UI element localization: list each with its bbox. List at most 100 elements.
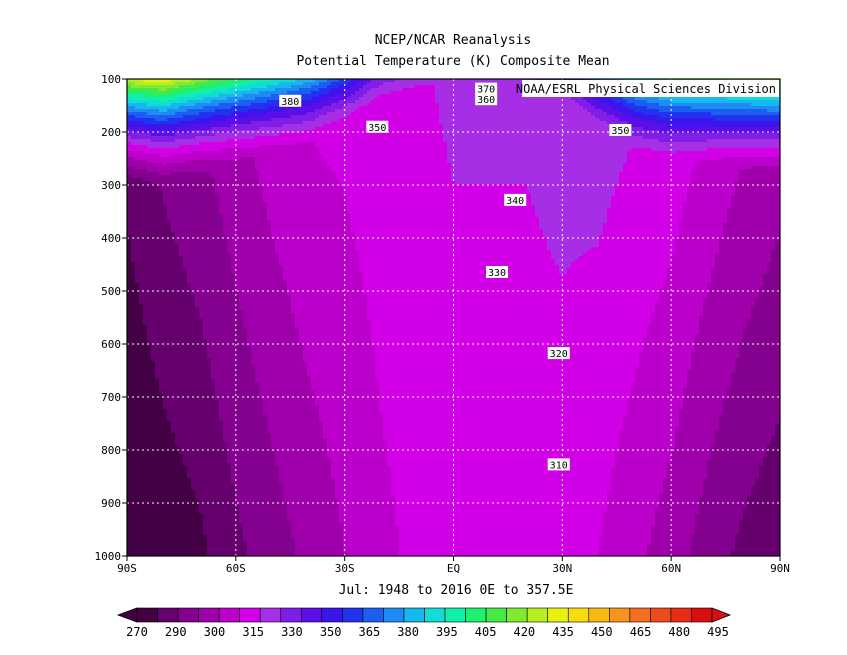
- field-cell: [243, 133, 248, 137]
- field-cell: [235, 121, 240, 125]
- field-cell: [603, 127, 608, 131]
- field-cell: [403, 109, 408, 113]
- field-cell: [519, 106, 524, 110]
- field-cell: [351, 136, 356, 140]
- field-cell: [775, 109, 780, 113]
- field-cell: [459, 112, 464, 116]
- field-cell: [655, 115, 660, 119]
- field-cell: [599, 100, 604, 104]
- field-cell: [631, 127, 636, 131]
- field-cell: [583, 115, 588, 119]
- field-cell: [427, 88, 432, 92]
- field-cell: [539, 130, 544, 134]
- field-cell: [523, 115, 528, 119]
- field-cell: [351, 121, 356, 125]
- field-cell: [491, 115, 496, 119]
- field-cell: [595, 112, 600, 116]
- field-cell: [383, 133, 388, 137]
- field-cell: [235, 112, 240, 116]
- field-cell: [191, 115, 196, 119]
- field-cell: [243, 97, 248, 101]
- field-cell: [227, 88, 232, 92]
- field-cell: [603, 121, 608, 125]
- field-cell: [143, 100, 148, 104]
- field-cell: [347, 112, 352, 116]
- field-cell: [663, 136, 668, 140]
- field-cell: [535, 121, 540, 125]
- field-cell: [299, 112, 304, 116]
- field-cell: [375, 112, 380, 116]
- field-cell: [519, 121, 524, 125]
- field-cell: [423, 112, 428, 116]
- field-cell: [411, 82, 416, 86]
- field-cell: [447, 130, 452, 134]
- field-cell: [603, 109, 608, 113]
- field-cell: [479, 106, 484, 110]
- field-cell: [211, 94, 216, 98]
- field-cell: [495, 133, 500, 137]
- field-cell: [319, 97, 324, 101]
- field-cell: [291, 124, 296, 128]
- field-cell: [603, 118, 608, 122]
- field-cell: [451, 91, 456, 95]
- field-cell: [343, 130, 348, 134]
- field-cell: [299, 127, 304, 131]
- field-cell: [747, 124, 752, 128]
- field-cell: [363, 79, 368, 83]
- field-cell: [639, 118, 644, 122]
- field-cell: [751, 136, 756, 140]
- field-cell: [211, 139, 216, 143]
- field-cell: [607, 97, 612, 101]
- field-cell: [163, 136, 168, 140]
- field-cell: [659, 124, 664, 128]
- field-cell: [159, 127, 164, 131]
- field-cell: [183, 85, 188, 89]
- field-cell: [387, 118, 392, 122]
- field-cell: [215, 112, 220, 116]
- field-cell: [635, 139, 640, 143]
- field-cell: [179, 79, 184, 83]
- field-cell: [647, 112, 652, 116]
- field-cell: [443, 118, 448, 122]
- field-cell: [131, 100, 136, 104]
- field-cell: [767, 112, 772, 116]
- field-cell: [743, 136, 748, 140]
- field-cell: [327, 124, 332, 128]
- field-cell: [383, 88, 388, 92]
- field-cell: [335, 109, 340, 113]
- field-cell: [327, 82, 332, 86]
- field-cell: [359, 100, 364, 104]
- field-cell: [459, 115, 464, 119]
- field-cell: [219, 109, 224, 113]
- field-cell: [431, 94, 436, 98]
- field-cell: [319, 109, 324, 113]
- field-cell: [763, 97, 768, 101]
- field-cell: [467, 130, 472, 134]
- field-cell: [187, 85, 192, 89]
- field-cell: [375, 82, 380, 86]
- field-cell: [175, 142, 180, 146]
- field-cell: [315, 97, 320, 101]
- field-cell: [395, 124, 400, 128]
- field-cell: [587, 115, 592, 119]
- field-cell: [131, 133, 136, 137]
- field-cell: [699, 136, 704, 140]
- field-cell: [207, 136, 212, 140]
- field-cell: [467, 91, 472, 95]
- field-cell: [347, 106, 352, 110]
- field-cell: [227, 124, 232, 128]
- field-cell: [275, 100, 280, 104]
- field-cell: [635, 133, 640, 137]
- field-cell: [299, 109, 304, 113]
- field-cell: [739, 124, 744, 128]
- field-cell: [523, 109, 528, 113]
- field-cell: [759, 118, 764, 122]
- field-cell: [479, 127, 484, 131]
- field-cell: [711, 139, 716, 143]
- field-cell: [179, 94, 184, 98]
- field-cell: [747, 97, 752, 101]
- field-cell: [527, 121, 532, 125]
- field-cell: [743, 115, 748, 119]
- field-cell: [187, 100, 192, 104]
- field-cell: [495, 103, 500, 107]
